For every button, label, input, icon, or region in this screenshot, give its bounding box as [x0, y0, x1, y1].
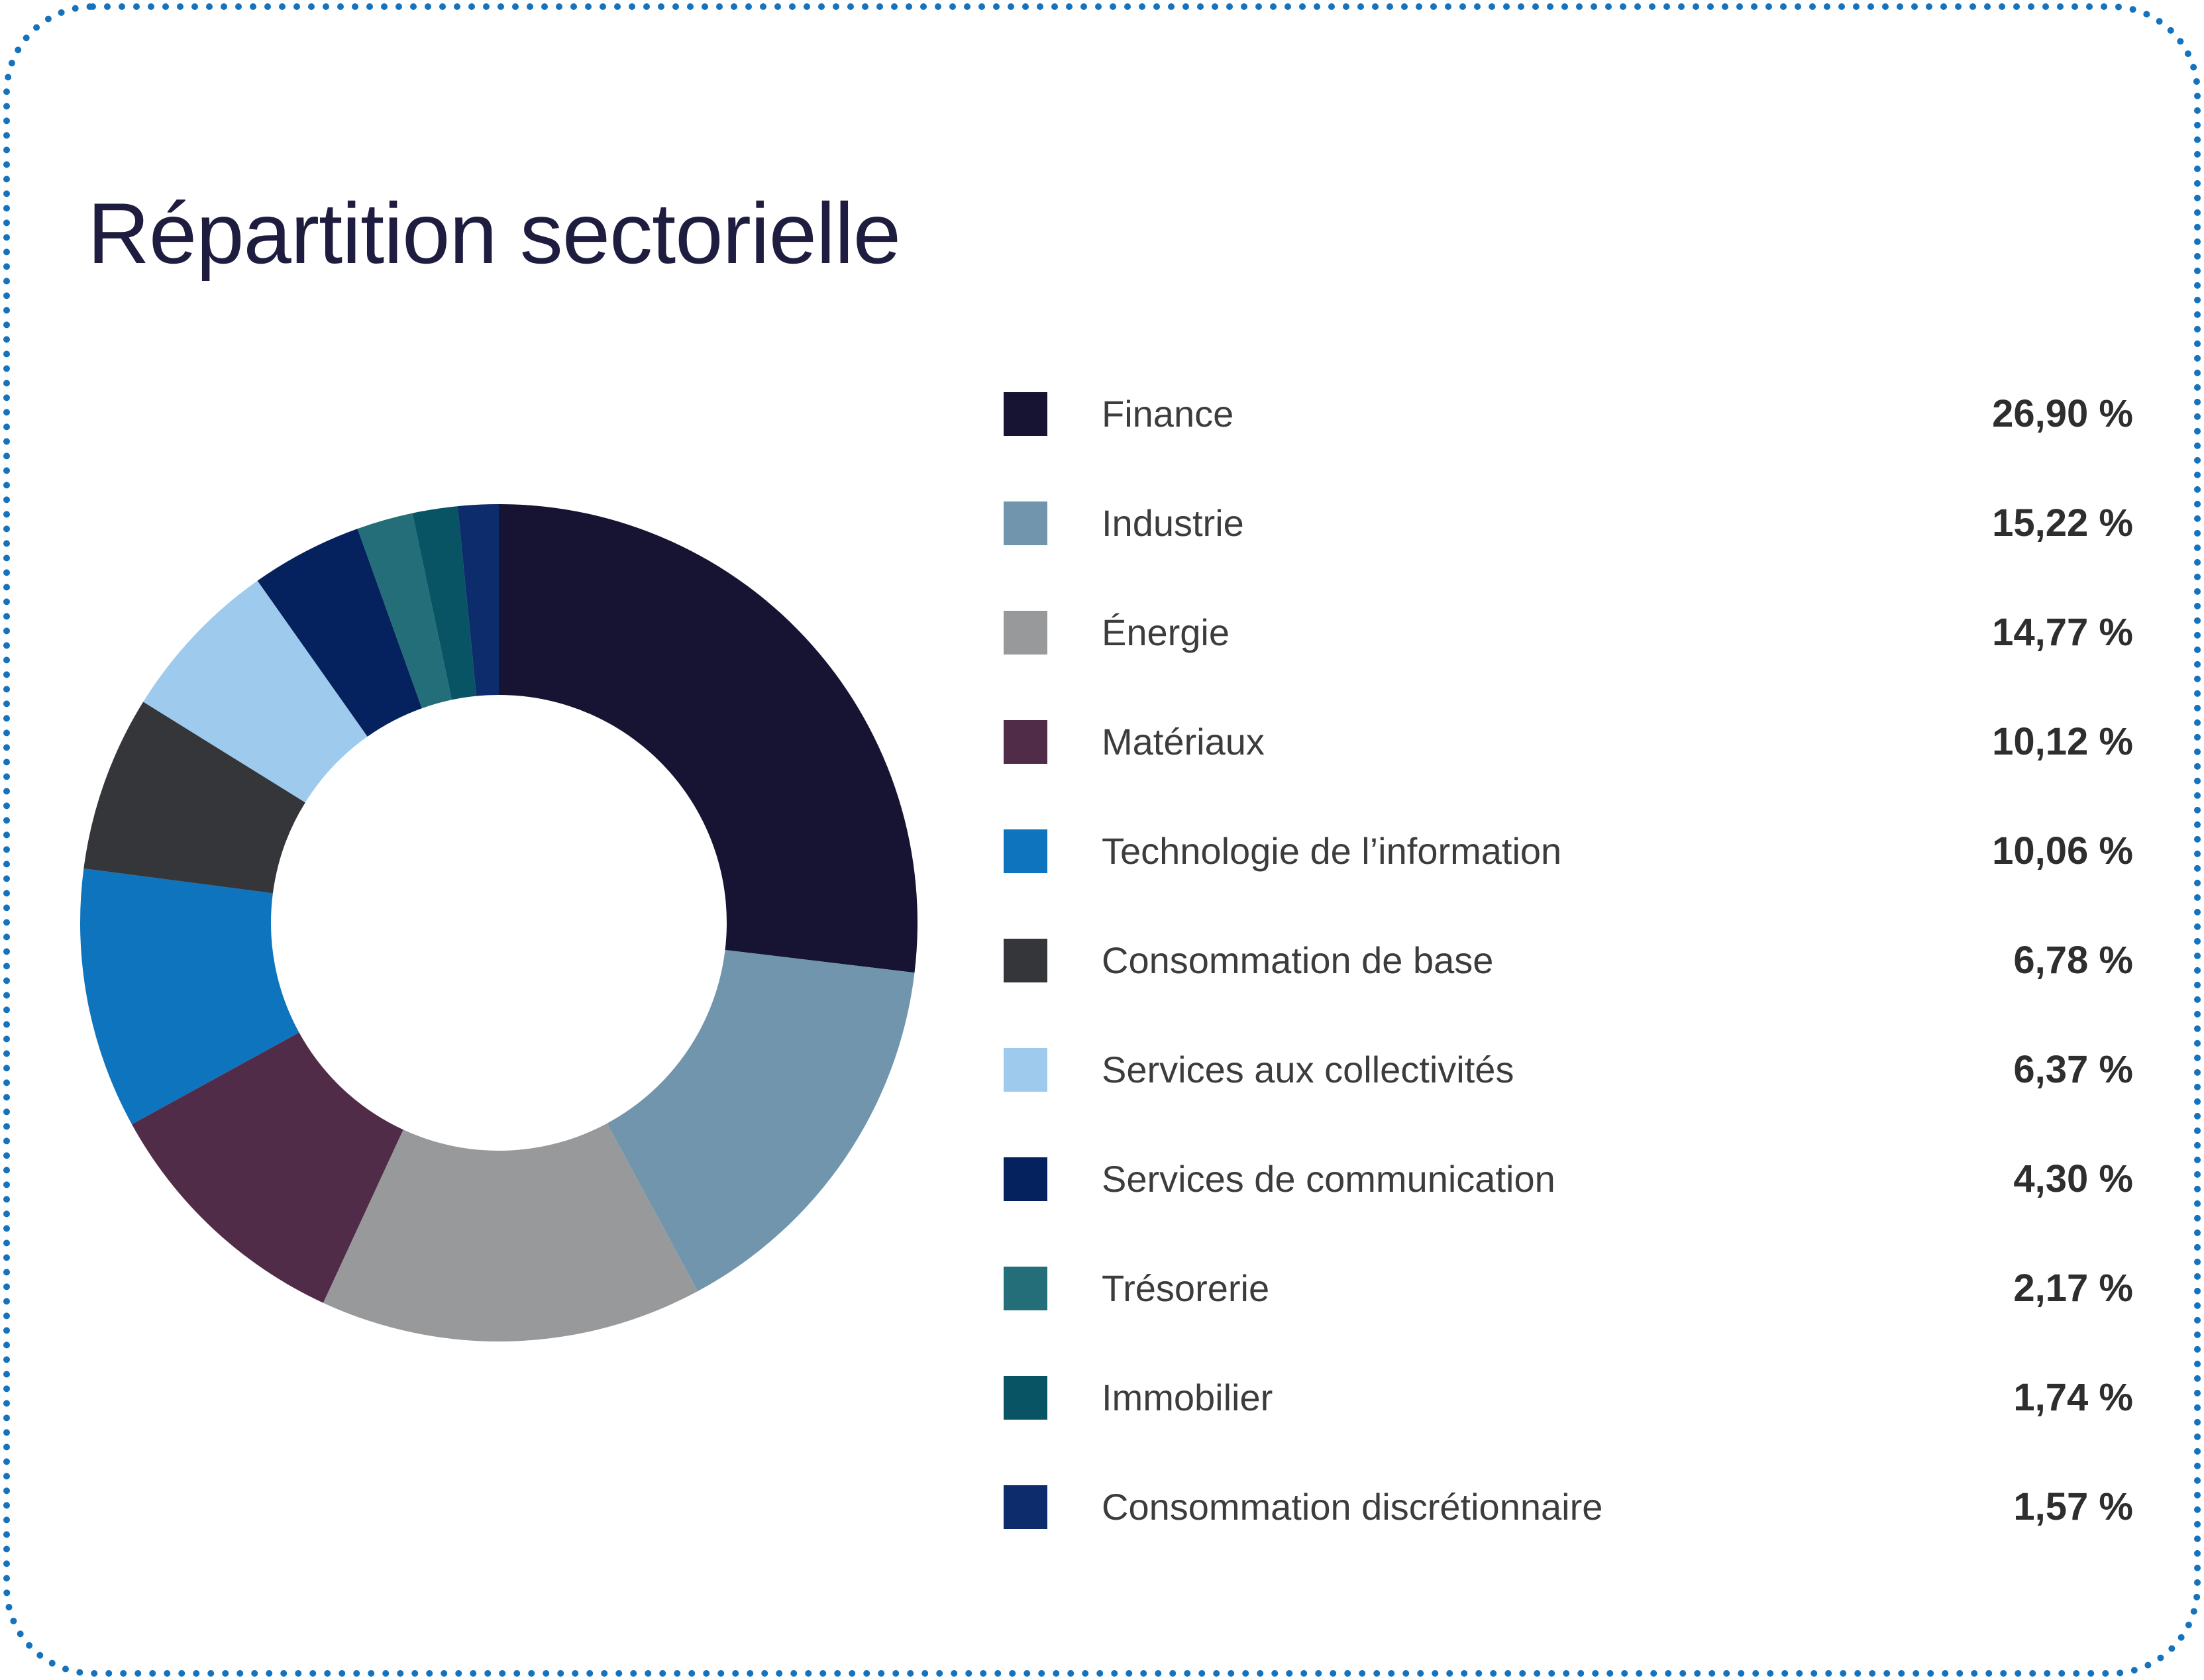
legend-row: Énergie 14,77 %	[1004, 578, 2133, 687]
legend-row: Immobilier 1,74 %	[1004, 1343, 2133, 1452]
legend-swatch	[1004, 1485, 1047, 1529]
legend-label: Industrie	[1102, 501, 1244, 544]
legend-swatch	[1004, 392, 1047, 436]
legend-swatch	[1004, 1157, 1047, 1201]
donut-slice-6	[83, 702, 305, 894]
legend-label: Immobilier	[1102, 1376, 1273, 1418]
legend-label: Matériaux	[1102, 720, 1265, 762]
legend-row: Consommation de base 6,78 %	[1004, 906, 2133, 1015]
legend-value: 4,30 %	[2013, 1157, 2133, 1200]
donut-svg	[80, 504, 918, 1342]
donut-slice-5	[80, 868, 299, 1125]
legend-swatch	[1004, 938, 1047, 982]
legend-row: Trésorerie 2,17 %	[1004, 1234, 2133, 1343]
legend-value: 6,37 %	[2013, 1048, 2133, 1091]
legend-row: Matériaux 10,12 %	[1004, 687, 2133, 796]
donut-slice-9	[357, 513, 452, 709]
donut-slice-4	[131, 1032, 403, 1303]
legend-row: Services aux collectivités 6,37 %	[1004, 1015, 2133, 1124]
legend-swatch	[1004, 719, 1047, 764]
legend-label: Services de communication	[1102, 1157, 1555, 1200]
legend-label: Consommation discrétionnaire	[1102, 1485, 1603, 1528]
donut-slice-10	[412, 506, 477, 700]
legend-swatch	[1004, 501, 1047, 545]
legend-swatch	[1004, 1266, 1047, 1310]
donut-chart	[79, 503, 919, 1343]
donut-slice-8	[257, 529, 422, 737]
legend-value: 1,74 %	[2013, 1376, 2133, 1419]
donut-slice-1	[499, 504, 918, 973]
legend-value: 15,22 %	[1992, 501, 2133, 545]
legend-value: 2,17 %	[2013, 1267, 2133, 1310]
legend-value: 26,90 %	[1992, 392, 2133, 435]
legend-value: 10,06 %	[1992, 829, 2133, 872]
legend-label: Finance	[1102, 392, 1234, 435]
donut-slice-11	[457, 504, 499, 696]
legend-value: 1,57 %	[2013, 1485, 2133, 1528]
legend-label: Énergie	[1102, 611, 1230, 653]
donut-slice-2	[607, 949, 915, 1292]
legend-label: Services aux collectivités	[1102, 1048, 1514, 1090]
legend-value: 6,78 %	[2013, 939, 2133, 982]
donut-slice-3	[323, 1123, 698, 1342]
legend-swatch	[1004, 829, 1047, 873]
legend-swatch	[1004, 1047, 1047, 1092]
legend-label: Consommation de base	[1102, 939, 1494, 981]
donut-slices	[80, 504, 918, 1342]
legend-row: Industrie 15,22 %	[1004, 468, 2133, 578]
legend-row: Services de communication 4,30 %	[1004, 1124, 2133, 1234]
legend-swatch	[1004, 1375, 1047, 1420]
legend-value: 14,77 %	[1992, 611, 2133, 654]
legend-value: 10,12 %	[1992, 720, 2133, 763]
legend-row: Finance 26,90 %	[1004, 359, 2133, 468]
legend-label: Trésorerie	[1102, 1267, 1270, 1309]
legend-swatch	[1004, 610, 1047, 655]
legend-row: Technologie de l’information 10,06 %	[1004, 796, 2133, 906]
legend-row: Consommation discrétionnaire 1,57 %	[1004, 1452, 2133, 1561]
donut-slice-7	[143, 580, 368, 803]
chart-legend: Finance 26,90 % Industrie 15,22 % Énergi…	[1004, 359, 2133, 1561]
legend-label: Technologie de l’information	[1102, 829, 1562, 872]
page-title: Répartition sectorielle	[87, 185, 901, 282]
